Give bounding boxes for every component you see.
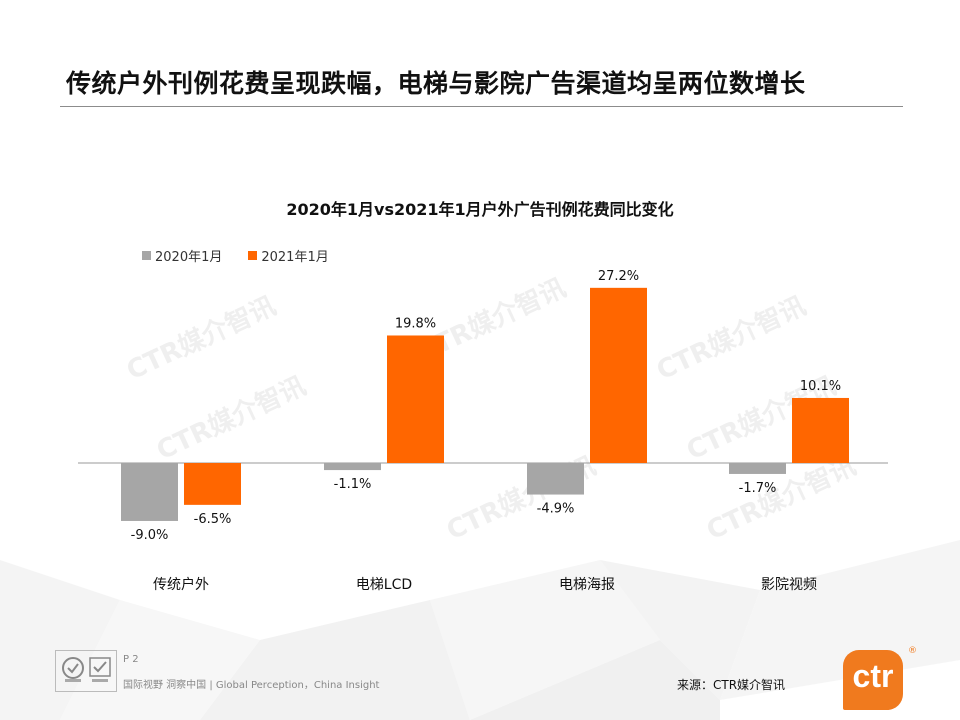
data-label: 19.8% — [395, 316, 436, 331]
registered-mark: ® — [908, 646, 917, 656]
data-label: -6.5% — [194, 512, 232, 527]
data-label: -4.9% — [537, 502, 575, 517]
bar-2021-2 — [590, 287, 647, 463]
data-label: -1.1% — [334, 477, 372, 492]
page-number: P 2 — [123, 654, 139, 665]
data-label: -9.0% — [131, 528, 169, 543]
ctr-logo: ctr — [843, 650, 903, 710]
chart-legend: 2020年1月 2021年1月 — [142, 246, 329, 265]
bar-2020-0 — [121, 463, 178, 521]
data-label: -1.7% — [739, 481, 777, 496]
category-label: 电梯海报 — [559, 577, 615, 593]
bar-2020-1 — [324, 463, 381, 471]
legend-swatch-2020 — [142, 251, 151, 260]
logo-text: ctr — [852, 658, 894, 694]
sgs-badge-icon — [89, 657, 111, 682]
certification-icon — [62, 657, 84, 682]
bar-2020-3 — [729, 463, 786, 474]
footer-tagline: 国际视野 洞察中国 | Global Perception，China Insi… — [123, 680, 380, 691]
page-title: 传统户外刊例花费呈现跌幅，电梯与影院广告渠道均呈两位数增长 — [66, 69, 806, 98]
category-label: 传统户外 — [153, 576, 209, 593]
source-note: 来源：CTR媒介智讯 — [677, 678, 786, 692]
title-divider — [60, 106, 903, 107]
bar-2021-1 — [387, 335, 444, 463]
chart-title: 2020年1月vs2021年1月户外广告刊例花费同比变化 — [286, 200, 674, 219]
data-label: 27.2% — [598, 269, 639, 284]
legend-item-2020: 2020年1月 — [142, 246, 222, 265]
legend-label-2021: 2021年1月 — [261, 250, 329, 265]
category-label: 电梯LCD — [356, 577, 412, 593]
certification-box — [55, 650, 117, 692]
legend-swatch-2021 — [248, 251, 258, 260]
category-label: 影院视频 — [761, 577, 817, 593]
bar-2021-0 — [184, 463, 241, 505]
bar-2021-3 — [792, 397, 849, 463]
legend-label-2020: 2020年1月 — [155, 250, 223, 265]
legend-item-2021: 2021年1月 — [248, 246, 329, 265]
bar-2020-2 — [527, 463, 584, 495]
data-label: 10.1% — [800, 379, 841, 394]
